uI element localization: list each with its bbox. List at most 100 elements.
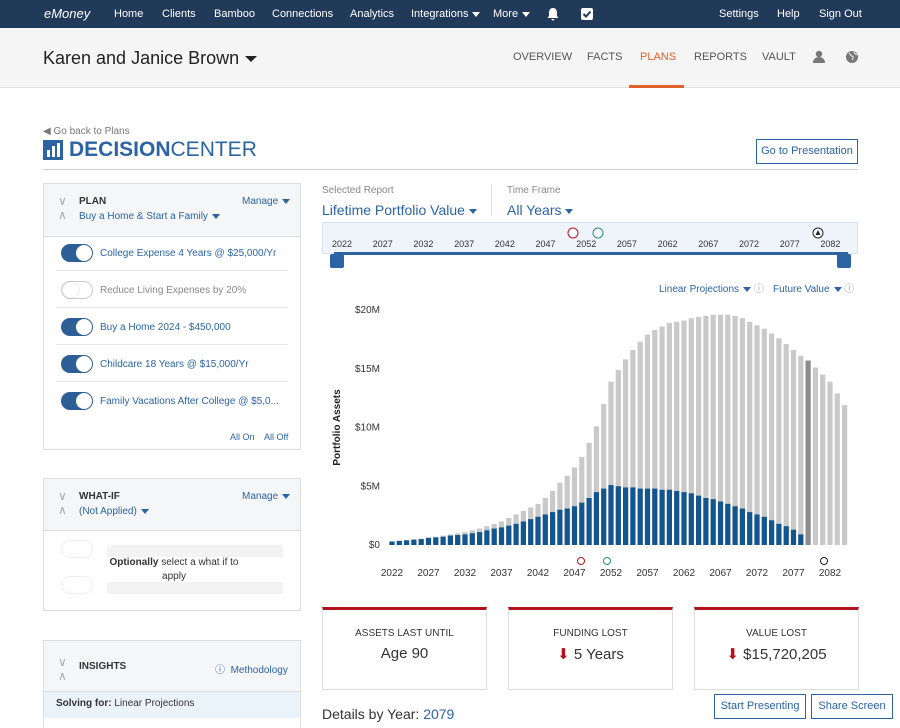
manage-text: Manage [242, 196, 279, 207]
plan-item[interactable]: Childcare 18 Years @ $15,000/Yr [100, 359, 249, 370]
brand: eMoney [44, 6, 91, 21]
toggle[interactable] [61, 244, 93, 262]
bar [433, 537, 439, 545]
toggle[interactable] [61, 318, 93, 336]
collapse-icon[interactable]: ∨ ∧ [58, 194, 67, 222]
bar [747, 512, 753, 545]
globe-icon[interactable] [845, 50, 859, 64]
card-title: ASSETS LAST UNTIL [355, 628, 454, 639]
solving-bar [44, 692, 300, 718]
bar [608, 485, 614, 545]
plan-manage[interactable]: Manage [242, 196, 291, 207]
value-mode-select[interactable]: Future Value ⓘ [773, 284, 855, 295]
plan-item[interactable]: College Expense 4 Years @ $25,000/Yr [100, 248, 277, 259]
collapse-icon[interactable]: ∨ ∧ [58, 655, 67, 683]
bar [710, 314, 716, 545]
timeline-label: 2082 [820, 239, 841, 249]
report-text: Lifetime Portfolio Value [322, 202, 465, 218]
bar [557, 509, 563, 545]
share-screen[interactable]: Share Screen [811, 694, 893, 719]
timeline-label: 2022 [332, 239, 353, 249]
bar [732, 315, 738, 545]
x-tick-label: 2077 [782, 568, 805, 579]
x-tick-label: 2047 [563, 568, 586, 579]
timeline-handle[interactable] [837, 254, 851, 268]
nav-label: Integrations [411, 8, 469, 20]
projection-select[interactable]: Linear Projections ⓘ [659, 284, 764, 295]
plan-item[interactable]: Family Vacations After College @ $5,0... [100, 396, 279, 407]
all-off[interactable]: All Off [264, 432, 289, 442]
whatif-manage[interactable]: Manage [242, 491, 291, 502]
summary-card: VALUE LOST ⬇ $15,720,205 [694, 607, 859, 690]
nav-item[interactable]: Sign Out [819, 8, 862, 20]
bar [623, 487, 629, 545]
details-year[interactable]: 2079 [423, 706, 455, 722]
bar [477, 532, 483, 545]
bar [506, 525, 512, 545]
methodology[interactable]: ⓘ Methodology [215, 665, 288, 676]
event-marker [577, 557, 585, 565]
tab[interactable]: PLANS [640, 51, 677, 63]
nav-item[interactable]: Help [777, 8, 800, 20]
nav-item[interactable]: Settings [719, 8, 759, 20]
nav-item[interactable]: Home [114, 8, 144, 20]
timeline[interactable] [322, 222, 858, 254]
client-name[interactable]: Karen and Janice Brown [43, 48, 258, 69]
card-value: ⬇ 5 Years [557, 646, 624, 663]
bar [608, 381, 614, 545]
whatif-title: WHAT-IF [79, 491, 120, 502]
x-tick-label: 2037 [490, 568, 513, 579]
user-icon[interactable] [812, 50, 826, 64]
bell-icon[interactable] [546, 7, 560, 21]
timeline-label: 2062 [657, 239, 678, 249]
bar [550, 512, 556, 545]
bar [703, 498, 709, 545]
tab[interactable]: VAULT [762, 51, 796, 63]
report-select[interactable]: Lifetime Portfolio Value [322, 202, 477, 218]
bar [498, 527, 505, 545]
bar [644, 334, 651, 545]
bar [652, 488, 658, 545]
collapse-icon[interactable]: ∨ ∧ [58, 489, 67, 517]
tab[interactable]: FACTS [587, 51, 623, 63]
report-label: Selected Report [322, 185, 394, 196]
bar [455, 535, 461, 545]
bar [513, 523, 519, 545]
bar [389, 541, 395, 545]
start-presenting[interactable]: Start Presenting [714, 694, 806, 719]
timeline-label: 2047 [535, 239, 556, 249]
back-link[interactable]: ◀ Go back to Plans [43, 126, 130, 137]
nav-item[interactable]: Connections [272, 8, 334, 20]
nav-item[interactable]: Integrations [411, 8, 481, 20]
bar [630, 349, 636, 545]
bar [659, 326, 665, 545]
tab[interactable]: OVERVIEW [513, 51, 573, 63]
nav-item[interactable]: Clients [162, 8, 196, 20]
timeline-handle[interactable] [330, 254, 344, 268]
x-tick-label: 2082 [819, 568, 842, 579]
plan-item[interactable]: Reduce Living Expenses by 20% [100, 285, 247, 296]
toggle[interactable] [61, 392, 93, 410]
toggle[interactable] [61, 355, 93, 373]
all-on[interactable]: All On [230, 432, 255, 442]
plan-item[interactable]: Buy a Home 2024 - $450,000 [100, 322, 231, 333]
nav-item[interactable]: More [493, 8, 531, 20]
bar [776, 338, 782, 545]
details-heading: Details by Year: 2079 [322, 706, 454, 722]
value-mode-text: Future Value [773, 284, 830, 295]
nav-item[interactable]: Analytics [350, 8, 395, 20]
tab[interactable]: REPORTS [694, 51, 747, 63]
check-icon[interactable] [580, 7, 594, 21]
timeframe-select[interactable]: All Years [507, 202, 574, 218]
x-tick-label: 2042 [527, 568, 550, 579]
whatif-state[interactable]: (Not Applied) [79, 506, 149, 517]
bar [747, 321, 753, 545]
bar [681, 320, 687, 545]
plan-name[interactable]: Buy a Home & Start a Family [79, 211, 220, 222]
presentation-button[interactable]: Go to Presentation [756, 139, 858, 164]
bar [593, 426, 599, 545]
nav-item[interactable]: Bamboo [214, 8, 255, 20]
toggle[interactable] [61, 281, 93, 299]
bar [462, 534, 468, 545]
solving-value: Linear Projections [114, 698, 195, 709]
